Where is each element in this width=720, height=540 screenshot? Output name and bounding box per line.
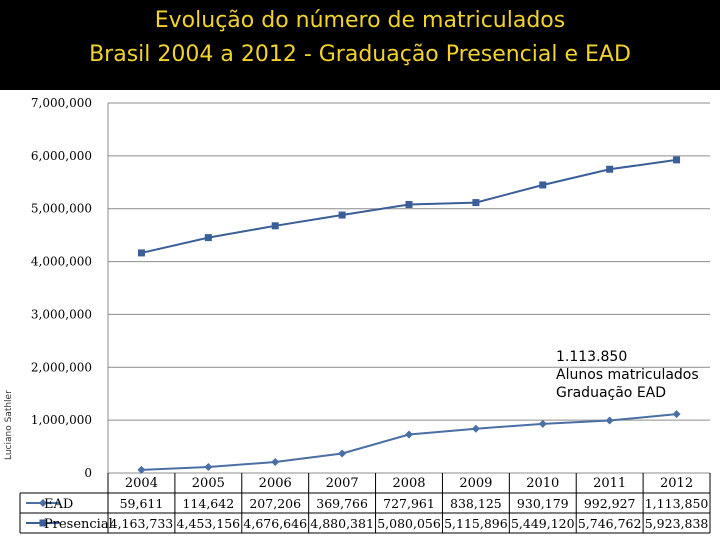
author-name: Luciano Sathler bbox=[4, 390, 14, 460]
data-label: 5,115,896 bbox=[444, 516, 508, 531]
y-tick-label: 3,000,000 bbox=[31, 307, 92, 321]
data-point-ead bbox=[271, 458, 280, 467]
data-point-presencial bbox=[673, 156, 681, 164]
y-tick-label: 7,000,000 bbox=[31, 96, 92, 110]
data-point-presencial bbox=[405, 200, 413, 208]
ead-annotation: 1.113.850 Alunos matriculados Graduação … bbox=[556, 348, 699, 402]
data-point-ead bbox=[137, 465, 146, 474]
annotation-value: 1.113.850 bbox=[556, 349, 628, 365]
data-label: 838,125 bbox=[450, 496, 502, 511]
data-point-presencial bbox=[137, 249, 145, 257]
data-point-ead bbox=[672, 410, 681, 419]
title-bar: Evolução do número de matriculados Brasi… bbox=[0, 0, 720, 90]
x-tick-label: 2008 bbox=[392, 476, 425, 491]
data-point-ead bbox=[538, 419, 547, 428]
legend-marker-ead bbox=[39, 499, 47, 507]
data-label: 4,880,381 bbox=[310, 516, 374, 531]
data-label: 5,080,056 bbox=[377, 516, 441, 531]
data-label: 4,163,733 bbox=[110, 516, 174, 531]
data-label: 114,642 bbox=[182, 496, 234, 511]
data-point-presencial bbox=[606, 165, 614, 173]
y-tick-label: 4,000,000 bbox=[31, 255, 92, 269]
data-point-presencial bbox=[338, 211, 346, 219]
data-label: 207,206 bbox=[249, 496, 301, 511]
data-label: 992,927 bbox=[584, 496, 636, 511]
author-side-label: Luciano Sathler bbox=[4, 300, 18, 460]
data-label: 930,179 bbox=[517, 496, 569, 511]
data-point-presencial bbox=[539, 181, 547, 189]
data-label: 4,676,646 bbox=[243, 516, 307, 531]
data-label: 59,611 bbox=[120, 496, 164, 511]
y-tick-label: 6,000,000 bbox=[31, 149, 92, 163]
data-point-presencial bbox=[472, 199, 480, 207]
series-line-ead bbox=[141, 413, 677, 471]
y-tick-label: 2,000,000 bbox=[31, 360, 92, 374]
x-tick-label: 2007 bbox=[326, 476, 359, 491]
x-tick-label: 2012 bbox=[660, 476, 693, 491]
legend-marker-presencial bbox=[39, 519, 47, 527]
annotation-line-2: Alunos matriculados bbox=[556, 367, 699, 383]
data-point-presencial bbox=[271, 222, 279, 230]
data-point-presencial bbox=[204, 234, 212, 242]
chart-title-line-1: Evolução do número de matriculados bbox=[154, 8, 566, 33]
data-label: 4,453,156 bbox=[177, 516, 241, 531]
data-label: 1,113,850 bbox=[645, 496, 709, 511]
line-chart: 0 1,000,000 2,000,000 3,000,000 4,000,000 5,0… bbox=[19, 96, 711, 534]
data-label: 369,766 bbox=[316, 496, 368, 511]
data-point-ead bbox=[338, 449, 347, 458]
y-tick-label: 1,000,000 bbox=[31, 413, 92, 427]
data-point-ead bbox=[204, 462, 213, 471]
y-tick-label: 0 bbox=[84, 466, 92, 480]
data-label: 727,961 bbox=[383, 496, 435, 511]
x-tick-label: 2004 bbox=[125, 476, 158, 491]
x-tick-label: 2009 bbox=[459, 476, 492, 491]
y-tick-label: 5,000,000 bbox=[31, 202, 92, 216]
data-label: 5,923,838 bbox=[645, 516, 709, 531]
x-tick-label: 2011 bbox=[593, 476, 626, 491]
annotation-line-3: Graduação EAD bbox=[556, 385, 667, 401]
data-point-ead bbox=[605, 416, 614, 425]
x-tick-label: 2005 bbox=[192, 476, 225, 491]
data-point-ead bbox=[405, 430, 413, 439]
data-label: 5,746,762 bbox=[578, 516, 642, 531]
chart-title-line-2: Brasil 2004 a 2012 - Graduação Presencia… bbox=[89, 42, 631, 67]
x-tick-label: 2010 bbox=[526, 476, 559, 491]
legend-label-presencial: Presencial bbox=[44, 517, 113, 532]
data-point-ead bbox=[471, 424, 480, 433]
legend-label-ead: EAD bbox=[44, 497, 73, 512]
data-label: 5,449,120 bbox=[511, 516, 575, 531]
x-tick-label: 2006 bbox=[259, 476, 292, 491]
